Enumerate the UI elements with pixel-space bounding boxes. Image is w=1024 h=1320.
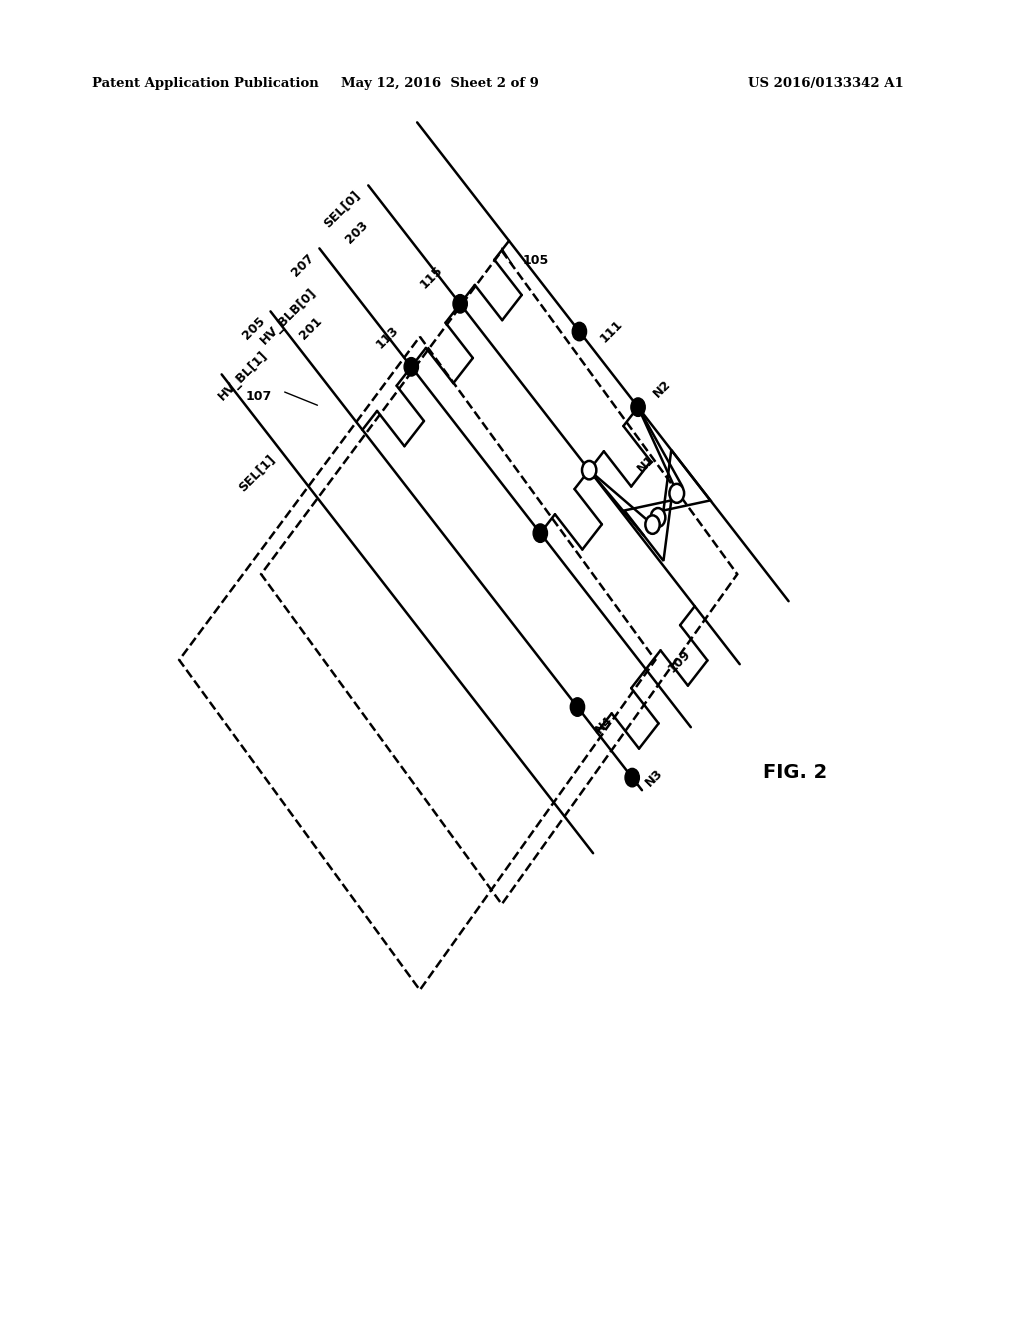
- Text: N1: N1: [635, 453, 658, 475]
- Text: SEL[0]: SEL[0]: [322, 187, 364, 230]
- Text: FIG. 2: FIG. 2: [763, 763, 827, 781]
- Text: 113: 113: [374, 323, 401, 351]
- Text: N2: N2: [650, 378, 673, 400]
- Circle shape: [570, 698, 585, 717]
- Text: 115: 115: [417, 263, 444, 290]
- Text: 203: 203: [343, 218, 371, 246]
- Circle shape: [650, 508, 666, 527]
- Text: HV_BLB[0]: HV_BLB[0]: [258, 285, 319, 347]
- Circle shape: [631, 397, 645, 416]
- Text: 207: 207: [289, 251, 316, 279]
- Circle shape: [534, 524, 548, 543]
- Circle shape: [625, 768, 639, 787]
- Text: 205: 205: [240, 314, 267, 342]
- Circle shape: [670, 484, 684, 503]
- Text: 107: 107: [246, 389, 272, 403]
- Text: US 2016/0133342 A1: US 2016/0133342 A1: [748, 77, 903, 90]
- Text: 111: 111: [597, 318, 625, 346]
- Text: N3: N3: [642, 767, 665, 789]
- Text: Patent Application Publication: Patent Application Publication: [92, 77, 318, 90]
- Circle shape: [453, 294, 467, 313]
- Text: N4: N4: [593, 714, 615, 737]
- Text: 105: 105: [522, 253, 549, 267]
- Circle shape: [582, 461, 596, 479]
- Circle shape: [645, 515, 659, 533]
- Text: May 12, 2016  Sheet 2 of 9: May 12, 2016 Sheet 2 of 9: [341, 77, 540, 90]
- Circle shape: [404, 358, 419, 376]
- Text: HV_BL[1]: HV_BL[1]: [216, 348, 270, 403]
- Text: SEL[1]: SEL[1]: [236, 453, 278, 495]
- Circle shape: [572, 322, 587, 341]
- Text: 201: 201: [297, 314, 325, 342]
- Text: 109: 109: [666, 648, 693, 676]
